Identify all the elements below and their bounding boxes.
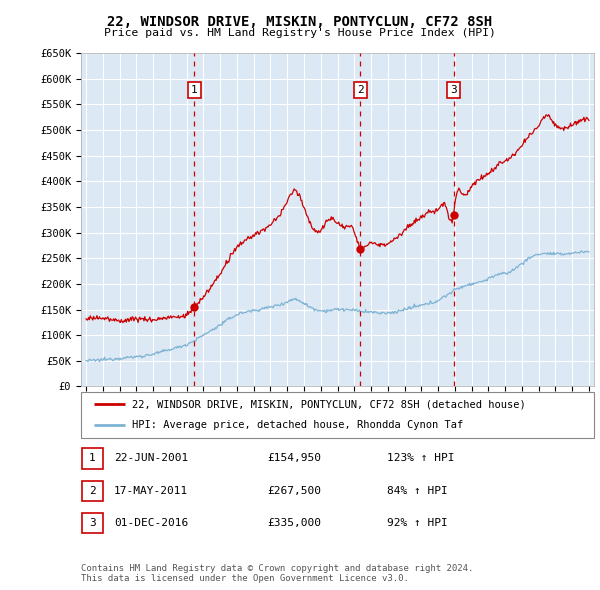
Text: £154,950: £154,950	[267, 454, 321, 463]
Text: 22, WINDSOR DRIVE, MISKIN, PONTYCLUN, CF72 8SH (detached house): 22, WINDSOR DRIVE, MISKIN, PONTYCLUN, CF…	[133, 399, 526, 409]
Text: £267,500: £267,500	[267, 486, 321, 496]
Text: 1: 1	[191, 85, 198, 95]
Text: Price paid vs. HM Land Registry's House Price Index (HPI): Price paid vs. HM Land Registry's House …	[104, 28, 496, 38]
Text: 2: 2	[357, 85, 364, 95]
Text: 123% ↑ HPI: 123% ↑ HPI	[387, 454, 455, 463]
Text: HPI: Average price, detached house, Rhondda Cynon Taf: HPI: Average price, detached house, Rhon…	[133, 420, 464, 430]
Text: 3: 3	[89, 519, 96, 528]
Text: 84% ↑ HPI: 84% ↑ HPI	[387, 486, 448, 496]
Text: Contains HM Land Registry data © Crown copyright and database right 2024.
This d: Contains HM Land Registry data © Crown c…	[81, 563, 473, 583]
Text: 1: 1	[89, 454, 96, 463]
Text: 17-MAY-2011: 17-MAY-2011	[114, 486, 188, 496]
Text: 22, WINDSOR DRIVE, MISKIN, PONTYCLUN, CF72 8SH: 22, WINDSOR DRIVE, MISKIN, PONTYCLUN, CF…	[107, 15, 493, 29]
Text: 2: 2	[89, 486, 96, 496]
Text: 22-JUN-2001: 22-JUN-2001	[114, 454, 188, 463]
Text: 01-DEC-2016: 01-DEC-2016	[114, 519, 188, 528]
Text: 3: 3	[450, 85, 457, 95]
Text: 92% ↑ HPI: 92% ↑ HPI	[387, 519, 448, 528]
Text: £335,000: £335,000	[267, 519, 321, 528]
